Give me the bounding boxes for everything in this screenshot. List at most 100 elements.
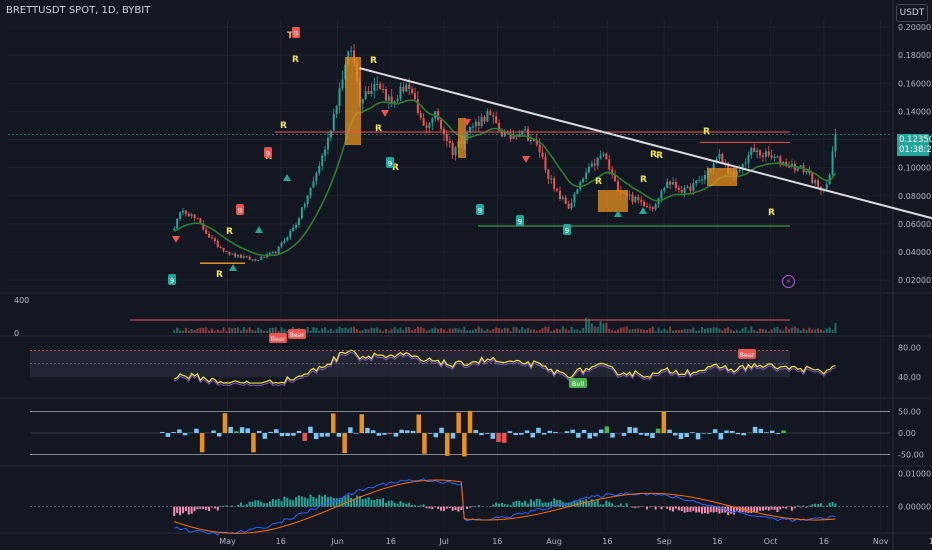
macd-histogram-bar xyxy=(645,506,648,510)
volume-bar xyxy=(686,329,689,333)
macd-histogram-bar xyxy=(355,495,358,507)
currency-button[interactable]: USDT xyxy=(896,4,928,22)
volume-tick-label: 0 xyxy=(14,329,19,338)
volume-bar xyxy=(402,330,405,333)
r-marker: R xyxy=(640,175,647,185)
momentum-bar xyxy=(570,429,575,433)
macd-histogram-bar xyxy=(625,503,628,507)
macd-tick-label: 0.00000 xyxy=(898,503,931,512)
volume-bar xyxy=(260,329,263,333)
macd-histogram-bar xyxy=(338,498,341,507)
candle-body xyxy=(205,229,208,234)
volume-bar xyxy=(312,326,315,333)
volume-bar xyxy=(477,326,480,333)
candle-body xyxy=(741,163,744,171)
volume-bar xyxy=(364,329,367,333)
candle-body xyxy=(550,178,553,180)
volume-bar xyxy=(802,328,805,333)
macd-histogram-bar xyxy=(558,500,561,507)
candle-body xyxy=(239,254,242,258)
time-tick-label: Jul xyxy=(438,537,449,546)
td-count-badge xyxy=(476,204,484,215)
momentum-bar xyxy=(752,426,758,433)
candle-body xyxy=(193,214,196,219)
volume-bar xyxy=(666,330,669,333)
candle-body xyxy=(654,204,657,210)
buy-arrow-marker xyxy=(639,207,647,214)
candle-body xyxy=(469,126,472,133)
momentum-bar xyxy=(376,433,382,436)
bar-countdown: 01:38:27 xyxy=(899,145,932,155)
macd-histogram-bar xyxy=(759,506,762,511)
r-marker: R xyxy=(650,150,657,160)
candle-body xyxy=(416,99,419,114)
candle-body xyxy=(692,183,695,191)
candle-body xyxy=(257,260,260,262)
macd-histogram-bar xyxy=(274,499,277,507)
macd-histogram-bar xyxy=(701,506,704,514)
macd-histogram-bar xyxy=(672,506,675,512)
momentum-bar xyxy=(313,433,319,440)
time-tick-label: 16 xyxy=(712,537,722,546)
macd-histogram-bar xyxy=(663,506,666,508)
momentum-bar xyxy=(353,433,359,434)
candle-body xyxy=(712,163,715,170)
momentum-bar xyxy=(587,433,592,439)
r-marker: R xyxy=(392,163,399,173)
price-tick-label: 0.06000 xyxy=(898,220,931,229)
volume-bar xyxy=(767,331,770,333)
volume-bar xyxy=(683,329,686,333)
momentum-bar xyxy=(279,433,285,437)
volume-bar xyxy=(222,327,225,333)
candle-body xyxy=(312,181,315,188)
sell-arrow-marker xyxy=(381,110,389,117)
r-marker: R xyxy=(280,121,287,131)
momentum-bar xyxy=(405,430,410,433)
candle-body xyxy=(274,252,277,254)
price-tick-label: 0.14000 xyxy=(898,107,931,116)
volume-bar xyxy=(274,327,277,333)
macd-histogram-bar xyxy=(654,506,657,510)
momentum-bar xyxy=(331,413,336,433)
candle-body xyxy=(561,197,564,199)
candle-body xyxy=(300,207,303,219)
momentum-bar xyxy=(285,433,290,437)
td-count-badge xyxy=(516,215,524,226)
macd-histogram-bar xyxy=(637,506,640,508)
volume-bar xyxy=(538,329,541,333)
macd-histogram-bar xyxy=(550,501,553,507)
candle-body xyxy=(773,157,776,159)
volume-bar xyxy=(228,327,231,333)
volume-bar xyxy=(179,330,182,333)
macd-histogram-bar xyxy=(819,503,822,507)
macd-histogram-bar xyxy=(689,506,692,512)
volume-bar xyxy=(564,328,567,333)
volume-bar xyxy=(808,327,811,333)
macd-histogram-bar xyxy=(793,506,796,509)
momentum-bar xyxy=(519,433,524,435)
candle-body xyxy=(776,156,779,158)
volume-bar xyxy=(529,329,532,333)
volume-bar xyxy=(793,326,796,333)
macd-histogram-bar xyxy=(730,506,733,514)
volume-bar xyxy=(271,327,274,333)
volume-bar xyxy=(176,327,179,333)
volume-bar xyxy=(428,329,431,333)
volume-bar xyxy=(744,327,747,333)
macd-histogram-bar xyxy=(393,502,396,507)
volume-bar xyxy=(245,329,248,333)
macd-histogram-bar xyxy=(428,506,431,509)
lightning-icon[interactable]: ⚡ xyxy=(782,275,795,288)
volume-bar xyxy=(761,329,764,333)
macd-histogram-bar xyxy=(196,506,199,510)
macd-histogram-bar xyxy=(631,506,634,508)
candle-body xyxy=(718,154,721,160)
candle-body xyxy=(805,170,808,173)
volume-bar xyxy=(770,329,773,333)
volume-bar xyxy=(541,328,544,333)
volume-bar xyxy=(828,327,831,333)
buy-arrow-marker xyxy=(255,226,263,233)
candle-body xyxy=(660,190,663,199)
momentum-bar xyxy=(741,433,746,436)
